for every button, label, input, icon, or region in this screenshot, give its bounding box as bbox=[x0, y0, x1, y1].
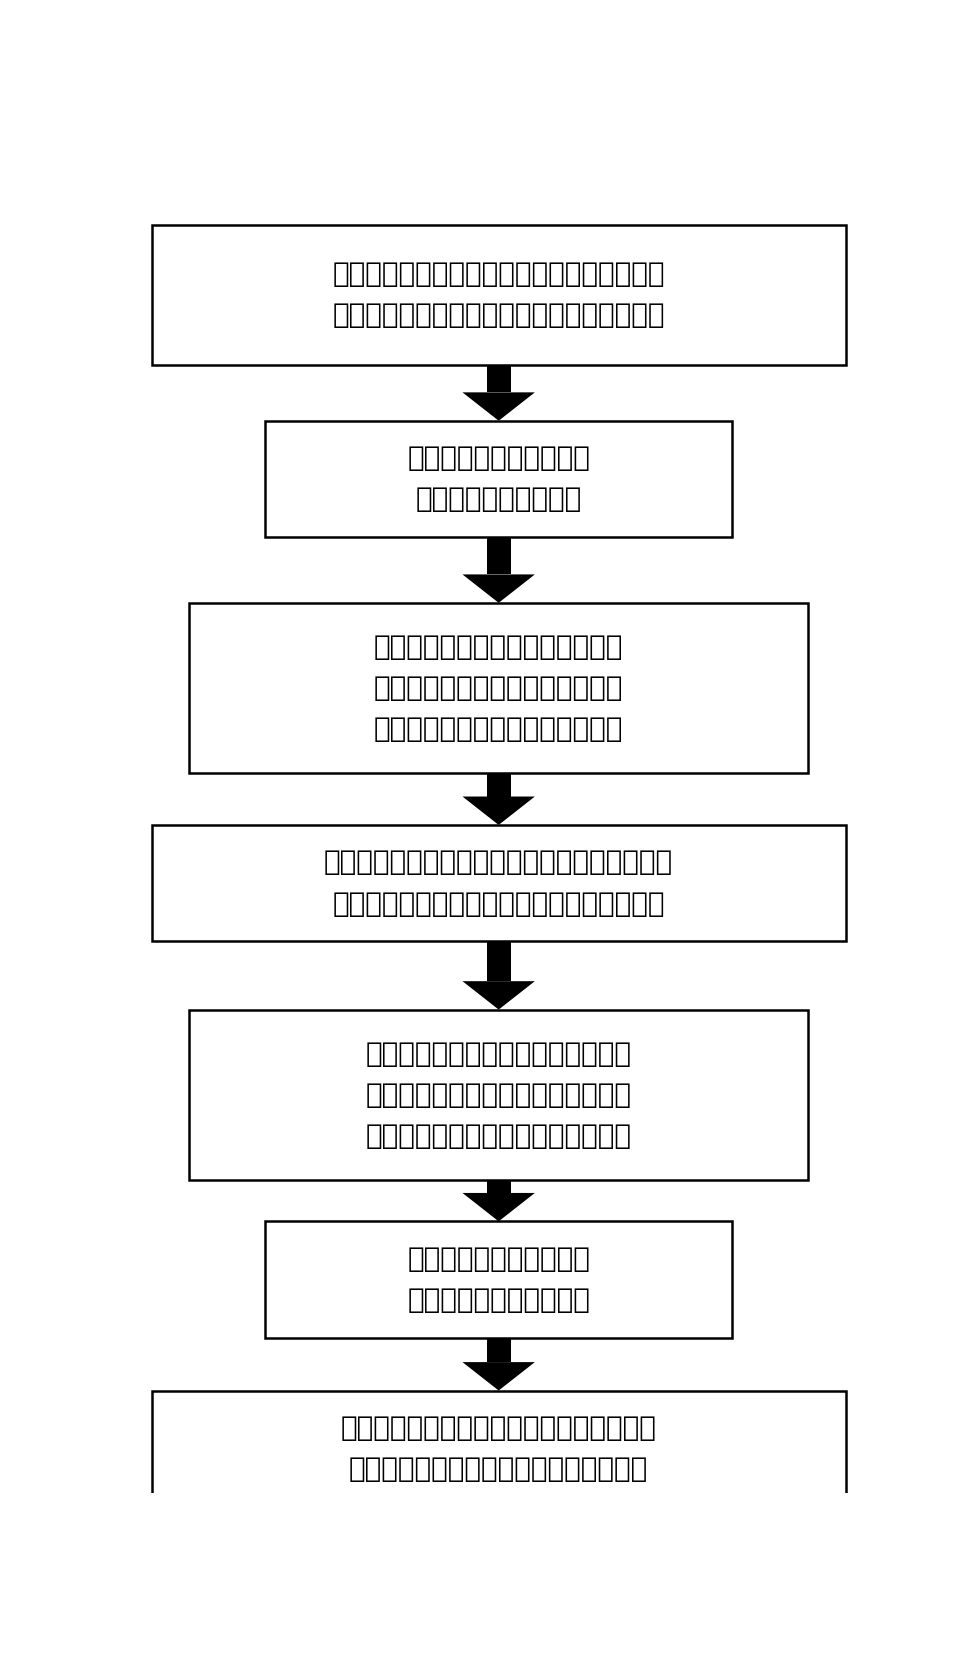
Polygon shape bbox=[462, 797, 535, 825]
Polygon shape bbox=[462, 392, 535, 421]
Bar bbox=[486, 773, 511, 797]
Bar bbox=[486, 537, 511, 575]
Text: 将光缆续接装置与套管固定，解除分
瓣卡瓦，继续向井内下入套管，同时
在内侧法兰处进行穿越光缆外拉操作: 将光缆续接装置与套管固定，解除分 瓣卡瓦，继续向井内下入套管，同时 在内侧法兰处… bbox=[366, 1040, 631, 1150]
Bar bbox=[152, 225, 846, 364]
Polygon shape bbox=[462, 575, 535, 602]
Text: 将套管下放至预定位置，
再次执行坐分瓣卡瓦操作: 将套管下放至预定位置， 再次执行坐分瓣卡瓦操作 bbox=[408, 1244, 590, 1315]
Text: 沿套管下放牵引钢丝至内侧法兰处
，将牵引钢丝的一端由外部法兰内
引出，将牵引钢丝与穿越光缆固定: 沿套管下放牵引钢丝至内侧法兰处 ，将牵引钢丝的一端由外部法兰内 引出，将牵引钢丝… bbox=[374, 632, 624, 743]
Bar bbox=[486, 941, 511, 981]
Bar bbox=[486, 364, 511, 392]
Text: 剪断穿越光缆，安装内侧法兰的阀门，安装
地面密封系统，穿越光缆与地面光缆续接: 剪断穿越光缆，安装内侧法兰的阀门，安装 地面密封系统，穿越光缆与地面光缆续接 bbox=[341, 1414, 657, 1482]
Text: 上拉牵引钢丝将穿越光缆提升至钻井平台处，穿
越光缆与套管外敷光缆通过光缆续接装置续接: 上拉牵引钢丝将穿越光缆提升至钻井平台处，穿 越光缆与套管外敷光缆通过光缆续接装置… bbox=[324, 849, 673, 917]
Bar bbox=[265, 1221, 733, 1338]
Bar bbox=[486, 1338, 511, 1362]
Bar bbox=[152, 825, 846, 941]
Bar bbox=[190, 1010, 808, 1181]
Bar bbox=[190, 602, 808, 773]
Text: 拆除套管头一侧的阀门外
部法兰，预留内侧法兰: 拆除套管头一侧的阀门外 部法兰，预留内侧法兰 bbox=[408, 444, 590, 513]
Bar bbox=[152, 1390, 846, 1506]
Polygon shape bbox=[462, 1362, 535, 1390]
Polygon shape bbox=[462, 1192, 535, 1221]
Text: 套管外敷光缆随套管入井，下放最后一根套管
时，执行坐分瓣卡瓦操作，截断套管外敷光缆: 套管外敷光缆随套管入井，下放最后一根套管 时，执行坐分瓣卡瓦操作，截断套管外敷光… bbox=[333, 260, 665, 329]
Polygon shape bbox=[462, 981, 535, 1010]
Bar bbox=[486, 1181, 511, 1192]
Bar bbox=[265, 421, 733, 537]
